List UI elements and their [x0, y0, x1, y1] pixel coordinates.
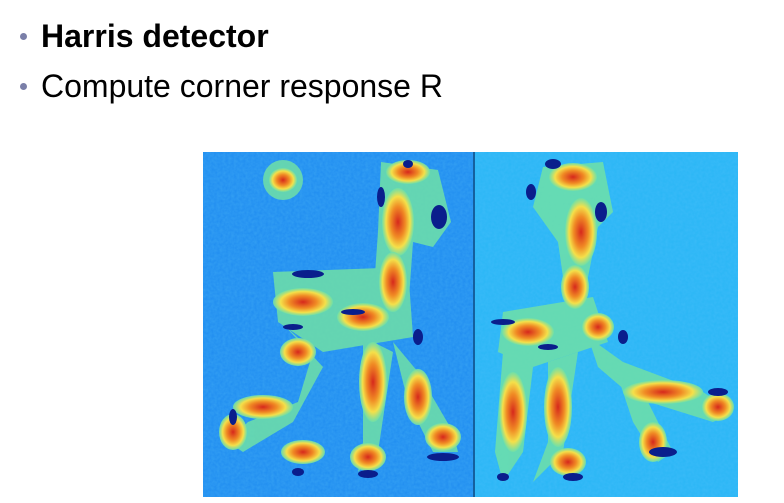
corner-response-figure — [203, 152, 738, 497]
bullet-text-2: Compute corner response R — [41, 68, 443, 104]
bullet-item-2: Compute corner response R — [20, 66, 443, 106]
right-edge-responses — [491, 159, 728, 481]
right-response-peaks — [499, 163, 734, 476]
bullet-dot-icon — [20, 82, 27, 90]
bullet-text-1: Harris detector — [41, 18, 269, 54]
bullet-item-1: Harris detector — [20, 16, 269, 56]
left-response-peaks — [219, 160, 461, 471]
left-edge-responses — [229, 160, 459, 478]
heatmap-image — [203, 152, 738, 497]
bullet-dot-icon — [20, 32, 27, 40]
